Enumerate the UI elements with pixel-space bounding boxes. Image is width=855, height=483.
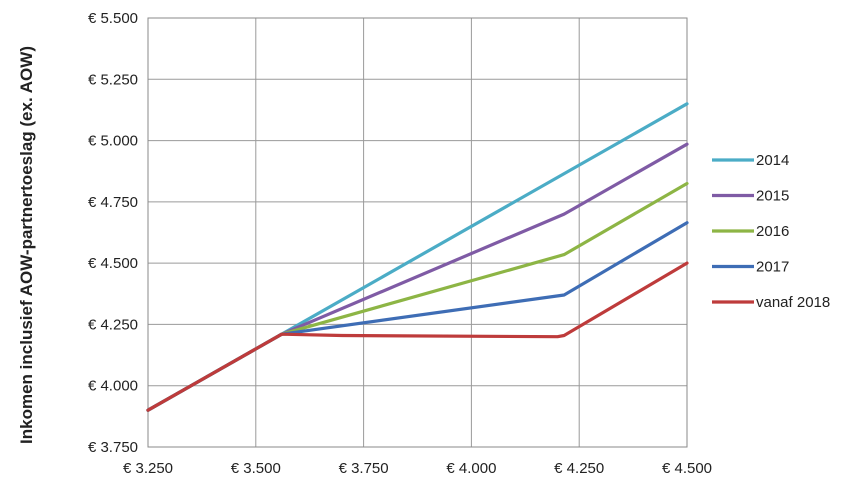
y-tick-label: € 5.500 (88, 10, 138, 27)
y-tick-label: € 4.500 (88, 255, 138, 272)
y-axis-ticks: € 3.750 € 4.000 € 4.250 € 4.500 € 4.750 € 5.0… (88, 10, 138, 456)
legend: 2014 2015 2016 2017 vanaf 2018 (712, 152, 830, 311)
x-tick-label: € 3.250 (123, 460, 173, 477)
series-line-vanaf-2018 (148, 263, 687, 410)
x-tick-label: € 4.250 (554, 460, 604, 477)
series-line-2017 (148, 223, 687, 411)
x-tick-label: € 3.750 (339, 460, 389, 477)
y-tick-label: € 5.000 (88, 133, 138, 150)
legend-label: 2014 (756, 152, 789, 169)
x-tick-label: € 3.500 (231, 460, 281, 477)
y-tick-label: € 4.000 (88, 378, 138, 395)
y-tick-label: € 3.750 (88, 439, 138, 456)
x-tick-label: € 4.500 (662, 460, 712, 477)
y-tick-label: € 4.750 (88, 194, 138, 211)
legend-label: 2017 (756, 259, 789, 276)
series-lines (148, 104, 687, 410)
x-tick-label: € 4.000 (446, 460, 496, 477)
legend-label: 2016 (756, 223, 789, 240)
x-axis-ticks: € 3.250 € 3.500 € 3.750 € 4.000 € 4.250 € 4.5… (123, 460, 712, 477)
grid-lines (148, 18, 687, 447)
y-axis-title: Inkomen inclusief AOW-partnertoeslag (ex… (17, 46, 36, 444)
plot-area-frame (148, 18, 687, 447)
y-tick-label: € 5.250 (88, 71, 138, 88)
legend-label: vanaf 2018 (756, 294, 830, 311)
series-line-2015 (148, 144, 687, 410)
series-line-2016 (148, 184, 687, 411)
y-tick-label: € 4.250 (88, 316, 138, 333)
legend-label: 2015 (756, 188, 789, 205)
